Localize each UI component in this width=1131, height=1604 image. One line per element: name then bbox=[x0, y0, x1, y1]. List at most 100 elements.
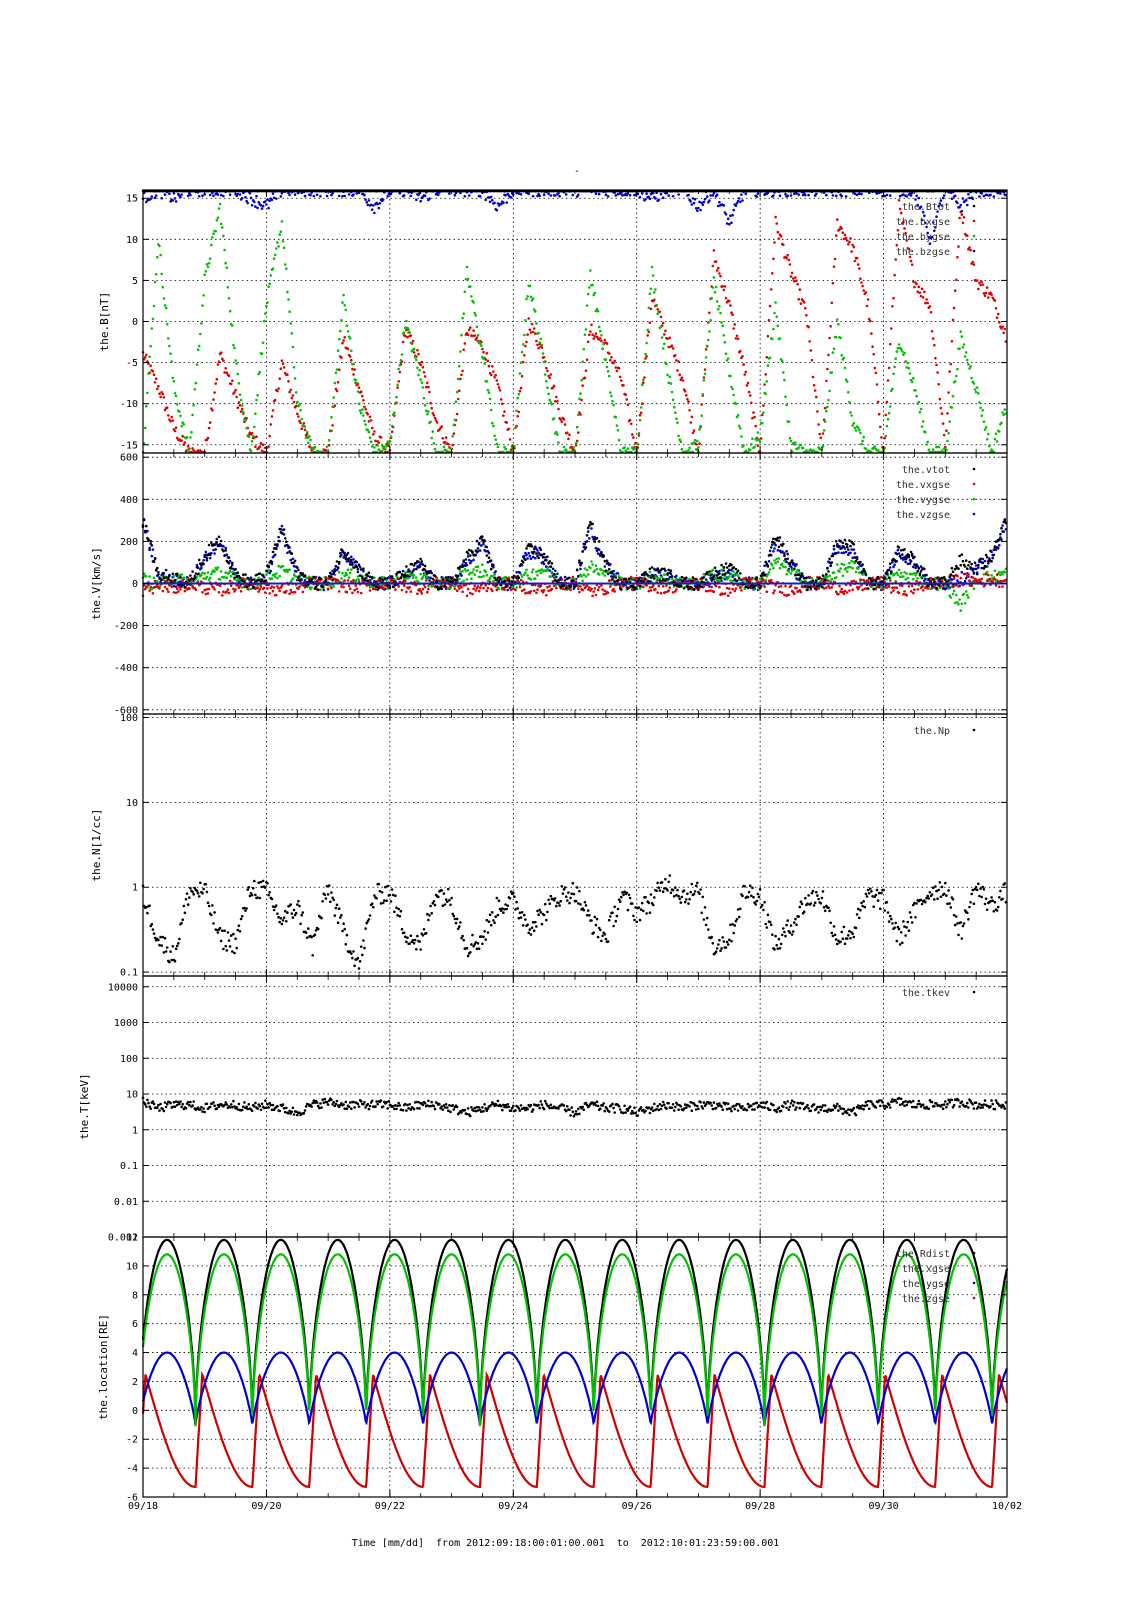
data-point bbox=[231, 379, 234, 382]
data-point bbox=[675, 359, 678, 362]
data-point bbox=[961, 210, 964, 213]
data-point bbox=[731, 214, 734, 217]
data-point bbox=[207, 592, 210, 595]
data-point bbox=[826, 576, 829, 579]
data-point bbox=[769, 305, 772, 308]
data-point bbox=[607, 370, 610, 373]
data-point bbox=[920, 408, 923, 411]
data-point bbox=[292, 346, 295, 349]
data-point bbox=[675, 575, 678, 578]
data-point bbox=[914, 389, 917, 392]
data-point bbox=[364, 408, 367, 411]
data-point bbox=[561, 420, 564, 423]
data-point bbox=[486, 352, 489, 355]
data-point bbox=[771, 564, 774, 567]
data-point bbox=[963, 343, 966, 346]
data-point bbox=[472, 568, 475, 571]
data-point bbox=[595, 192, 598, 195]
data-point bbox=[428, 197, 431, 200]
data-point bbox=[779, 194, 782, 197]
data-point bbox=[859, 432, 862, 435]
data-point bbox=[213, 391, 216, 394]
data-point bbox=[172, 199, 175, 202]
data-point bbox=[735, 337, 738, 340]
data-point bbox=[655, 304, 658, 307]
data-point bbox=[429, 402, 432, 405]
data-point bbox=[176, 403, 179, 406]
data-point bbox=[962, 222, 965, 225]
data-point bbox=[158, 586, 161, 589]
data-point bbox=[707, 321, 710, 324]
data-point bbox=[845, 237, 848, 240]
data-point bbox=[289, 559, 292, 562]
data-point bbox=[294, 193, 297, 196]
data-point bbox=[343, 195, 346, 198]
data-point bbox=[518, 192, 521, 195]
data-point bbox=[737, 338, 740, 341]
data-point bbox=[965, 590, 968, 593]
data-point bbox=[677, 435, 680, 438]
data-point bbox=[166, 588, 169, 591]
data-point bbox=[326, 446, 329, 449]
data-point bbox=[718, 272, 721, 275]
data-point bbox=[825, 410, 828, 413]
data-point bbox=[415, 576, 418, 579]
data-point bbox=[526, 557, 529, 560]
data-point bbox=[573, 446, 576, 449]
data-point bbox=[946, 440, 949, 443]
data-point bbox=[696, 440, 699, 443]
data-point bbox=[521, 575, 524, 578]
data-point bbox=[908, 367, 911, 370]
data-point bbox=[532, 556, 535, 559]
data-point bbox=[600, 334, 603, 337]
data-point bbox=[419, 573, 422, 576]
data-point bbox=[272, 192, 275, 195]
data-point bbox=[918, 197, 921, 200]
data-point bbox=[349, 572, 352, 575]
data-point bbox=[154, 381, 157, 384]
data-point bbox=[378, 441, 381, 444]
data-point bbox=[471, 571, 474, 574]
data-point bbox=[578, 398, 581, 401]
data-point bbox=[328, 439, 331, 442]
data-point bbox=[957, 603, 960, 606]
panel-magnetic-field: -15-10-5051015the.B[nT]the.Btotthe.bxgse… bbox=[98, 190, 1007, 454]
data-point bbox=[706, 345, 709, 348]
data-point bbox=[626, 398, 629, 401]
data-point bbox=[535, 322, 538, 325]
data-point bbox=[845, 195, 848, 198]
data-point bbox=[535, 571, 538, 574]
data-point bbox=[467, 334, 470, 337]
data-point bbox=[217, 363, 220, 366]
data-point bbox=[601, 348, 604, 351]
data-point bbox=[458, 389, 461, 392]
data-point bbox=[871, 345, 874, 348]
data-point bbox=[984, 294, 987, 297]
data-point bbox=[367, 204, 370, 207]
data-point bbox=[716, 269, 719, 272]
data-point bbox=[775, 315, 778, 318]
data-point bbox=[465, 570, 468, 573]
data-point bbox=[978, 282, 981, 285]
data-point bbox=[996, 440, 999, 443]
data-point bbox=[332, 396, 335, 399]
data-point bbox=[476, 326, 479, 329]
data-point bbox=[943, 434, 946, 437]
data-point bbox=[229, 193, 232, 196]
data-point bbox=[235, 362, 238, 365]
data-point bbox=[580, 575, 583, 578]
data-point bbox=[361, 395, 364, 398]
data-point bbox=[782, 371, 785, 374]
data-point bbox=[583, 546, 586, 549]
data-point bbox=[500, 398, 503, 401]
data-point bbox=[179, 588, 182, 591]
data-point bbox=[930, 588, 933, 591]
data-point bbox=[475, 566, 478, 569]
data-point bbox=[286, 552, 289, 555]
data-point bbox=[547, 566, 550, 569]
data-point bbox=[338, 571, 341, 574]
data-point bbox=[259, 588, 262, 591]
data-point bbox=[211, 236, 214, 239]
data-point bbox=[975, 564, 978, 567]
data-point bbox=[631, 433, 634, 436]
